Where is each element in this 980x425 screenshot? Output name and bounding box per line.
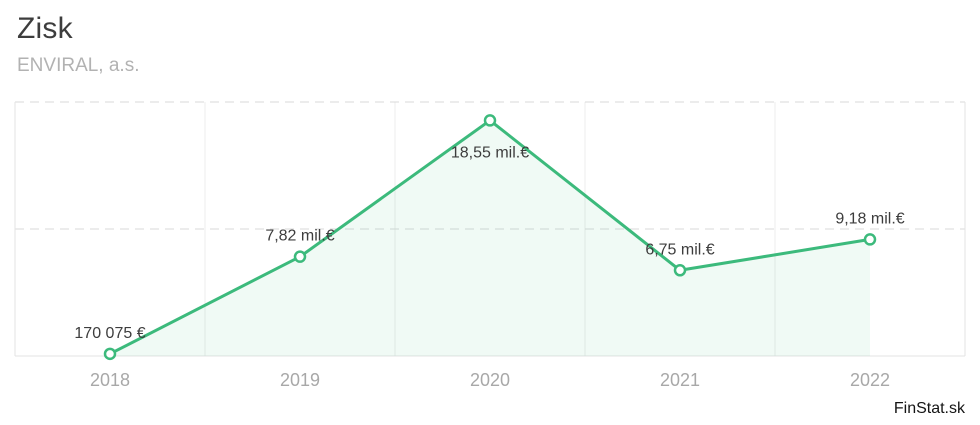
x-axis-label-2022: 2022 <box>850 370 890 390</box>
chart-header: Zisk ENVIRAL, a.s. <box>17 12 140 77</box>
x-axis-label-2020: 2020 <box>470 370 510 390</box>
area-fill <box>110 120 870 356</box>
x-axis-label-2018: 2018 <box>90 370 130 390</box>
data-point-2022[interactable] <box>863 233 877 246</box>
data-point-label-2020: 18,55 mil.€ <box>451 144 529 161</box>
chart-title: Zisk <box>17 12 73 45</box>
data-point-label-2021: 6,75 mil.€ <box>645 241 714 258</box>
x-axis-label-2019: 2019 <box>280 370 320 390</box>
data-point-2020[interactable] <box>483 114 497 127</box>
data-point-2018[interactable] <box>103 347 117 361</box>
data-point-2021[interactable] <box>673 264 687 277</box>
data-point-label-2018: 170 075 € <box>74 325 145 342</box>
chart-subtitle: ENVIRAL, a.s. <box>17 55 140 76</box>
data-point-2019[interactable] <box>293 250 307 263</box>
finstat-watermark[interactable]: FinStat.sk <box>893 400 965 417</box>
data-point-label-2019: 7,82 mil.€ <box>265 228 334 245</box>
data-point-label-2022: 9,18 mil.€ <box>835 210 904 227</box>
x-axis-label-2021: 2021 <box>660 370 700 390</box>
